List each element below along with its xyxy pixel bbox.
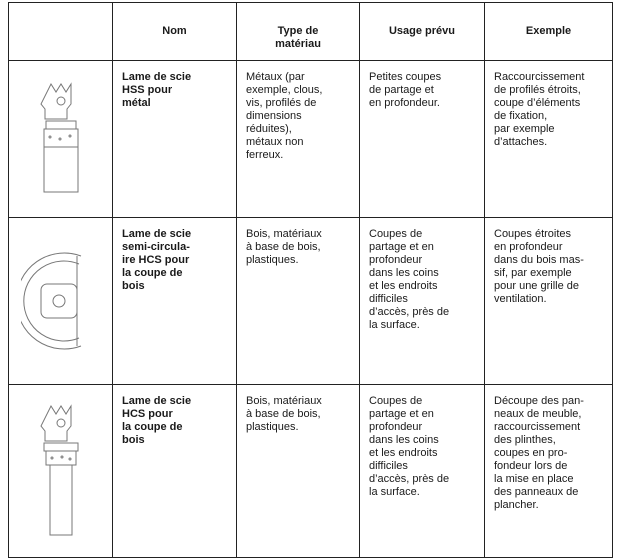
cell-text: HSS pour xyxy=(122,84,173,96)
cell-text: à base de bois, xyxy=(246,408,321,420)
cell-text: vis, profilés de xyxy=(246,97,317,109)
row: Lame de scie semi-circula-ire HCS pour la … xyxy=(8,217,613,385)
cell-text: partage et en xyxy=(369,241,434,253)
cell-text: exemple, clous, xyxy=(246,84,323,96)
cell-text: HCS pour xyxy=(122,408,173,420)
cell-text: et les endroits xyxy=(369,447,438,459)
cell-text: semi-circula- xyxy=(122,241,190,253)
cell-text: plancher. xyxy=(494,499,539,511)
cell-text: réduites), xyxy=(246,123,292,135)
header-cell: Exemple xyxy=(484,2,613,61)
cell-text: difficiles xyxy=(369,460,408,472)
cell: Lame de scie HSS pour métal xyxy=(112,60,237,218)
cell-text: métal xyxy=(122,97,151,109)
cell-text: des panneaux de xyxy=(494,486,579,498)
header-row: Nom Type de matériau Usage prévu Exemple xyxy=(8,2,613,61)
cell-text: Lame de scie xyxy=(122,395,192,407)
cell-text: neaux de meuble, xyxy=(494,408,582,420)
cell-text: fondeur lors de xyxy=(494,460,568,472)
row: Lame de scie HCS pour la coupe de bois Bois,… xyxy=(8,384,613,558)
cell-text: la coupe de xyxy=(122,421,183,433)
cell-text: Lame de scie xyxy=(122,228,192,240)
cell-text: en profondeur xyxy=(494,241,563,253)
blade-icon xyxy=(39,82,78,193)
image-cell xyxy=(8,60,113,218)
cell-text: plastiques. xyxy=(246,421,299,433)
cell-text: de profilés étroits, xyxy=(494,84,581,96)
image-cell xyxy=(8,217,113,385)
cell-text: à base de bois, xyxy=(246,241,321,253)
cell-text: Bois, matériaux xyxy=(246,395,322,407)
cell-text: bois xyxy=(122,434,145,446)
header-text: Exemple xyxy=(525,25,572,37)
cell-text: bois xyxy=(122,280,145,292)
cell-text: la surface. xyxy=(369,486,420,498)
cell-text: Coupes de xyxy=(369,228,423,240)
cell: Lame de scie HCS pour la coupe de bois xyxy=(112,384,237,558)
cell-text: plastiques. xyxy=(246,254,299,266)
cell-text: par exemple xyxy=(494,123,555,135)
header-cell: Nom xyxy=(112,2,237,61)
cell-text: dans les coins xyxy=(369,267,439,279)
cell-text: d’attaches. xyxy=(494,136,548,148)
cell-text: de partage et xyxy=(369,84,434,96)
cell-text: coupe d’éléments xyxy=(494,97,581,109)
cell-text: Coupes étroites xyxy=(494,228,572,240)
cell-text: ire HCS pour xyxy=(122,254,190,266)
cell-text: et les endroits xyxy=(369,280,438,292)
header-cell: Usage prévu xyxy=(359,2,485,61)
cell-text: Raccourcissement xyxy=(494,71,585,83)
cell-text: d’accès, près de xyxy=(369,306,450,318)
header-text: Usage prévu xyxy=(388,25,456,37)
cell-text: profondeur xyxy=(369,421,423,433)
cell: Raccourcissement de profilés étroits, coup… xyxy=(484,60,613,218)
cell-text: en profondeur. xyxy=(369,97,440,109)
cell-text: pour une grille de xyxy=(494,280,580,292)
cell-text: ventilation. xyxy=(494,293,547,305)
cell: Découpe des pan-neaux de meuble, raccourc… xyxy=(484,384,613,558)
cell-text: difficiles xyxy=(369,293,408,305)
cell-text: la coupe de xyxy=(122,267,183,279)
cell-text: la surface. xyxy=(369,319,420,331)
cell: Bois, matériaux à base de bois, plastiques… xyxy=(236,384,360,558)
blade-table: Nom Type de matériau Usage prévu Exemple … xyxy=(8,2,613,558)
cell: Coupes de partage et en profondeur dans les… xyxy=(359,384,485,558)
cell-text: la mise en place xyxy=(494,473,574,485)
blade-icon xyxy=(20,252,81,350)
blade-icon xyxy=(39,404,78,536)
cell-text: sif, par exemple xyxy=(494,267,572,279)
cell: Métaux (par exemple, clous, vis, profilés … xyxy=(236,60,360,218)
cell-text: raccourcissement xyxy=(494,421,581,433)
cell: Bois, matériaux à base de bois, plastiques… xyxy=(236,217,360,385)
cell-text: Lame de scie xyxy=(122,71,192,83)
cell-text: dimensions xyxy=(246,110,302,122)
header-text: matériau xyxy=(275,38,321,50)
header-text: Type de xyxy=(277,25,319,37)
cell-text: dans les coins xyxy=(369,434,439,446)
cell-text: profondeur xyxy=(369,254,423,266)
cell: Coupes étroites en profondeur dans du bois… xyxy=(484,217,613,385)
cell: Coupes de partage et en profondeur dans les… xyxy=(359,217,485,385)
cell-text: métaux non xyxy=(246,136,304,148)
cell-text: Métaux (par xyxy=(246,71,305,83)
row: Lame de scie HSS pour métal Métaux (par exem… xyxy=(8,60,613,218)
cell-text: partage et en xyxy=(369,408,434,420)
cell-text: Bois, matériaux xyxy=(246,228,322,240)
header-cell: Type de matériau xyxy=(236,2,360,61)
cell: Petites coupes de partage et en profondeur… xyxy=(359,60,485,218)
cell-text: ferreux. xyxy=(246,149,284,161)
cell: Lame de scie semi-circula-ire HCS pour la … xyxy=(112,217,237,385)
header-cell xyxy=(8,2,113,61)
cell-text: de fixation, xyxy=(494,110,548,122)
cell-text: Découpe des pan- xyxy=(494,395,584,407)
cell-text: Petites coupes xyxy=(369,71,442,83)
cell-text: dans du bois mas- xyxy=(494,254,584,266)
cell-text: coupes en pro- xyxy=(494,447,568,459)
cell-text: des plinthes, xyxy=(494,434,556,446)
cell-text: d’accès, près de xyxy=(369,473,450,485)
image-cell xyxy=(8,384,113,558)
header-text: Nom xyxy=(162,25,187,37)
cell-text: Coupes de xyxy=(369,395,423,407)
